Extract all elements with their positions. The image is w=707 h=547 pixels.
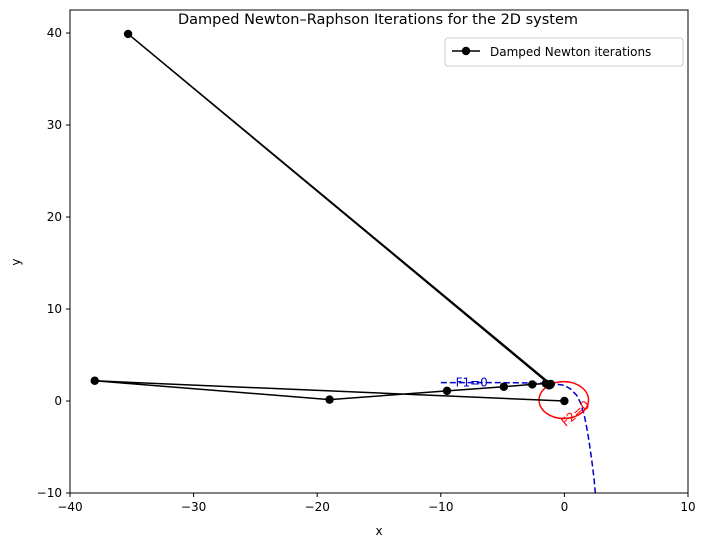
chart-title: Damped Newton–Raphson Iterations for the… [178,12,578,28]
y-axis: −10 0 10 20 30 40 [37,26,70,500]
y-axis-label: y [9,258,23,265]
iteration-point [123,29,133,39]
iteration-point [442,386,452,396]
y-tick-label: 10 [47,302,62,316]
legend-label: Damped Newton iterations [490,45,651,59]
x-tick-label: −10 [428,500,453,514]
x-tick-label: −30 [181,500,206,514]
legend-marker [461,46,471,56]
contour-f1-line [440,381,597,493]
x-tick-label: 0 [561,500,569,514]
y-tick-label: 20 [47,210,62,224]
legend-box [444,37,684,67]
y-tick-label: 30 [47,118,62,132]
iteration-point [325,395,334,404]
y-tick-label: 0 [54,394,62,408]
iteration-point [90,376,99,385]
legend: Damped Newton iterations [444,37,684,67]
iteration-point [528,380,537,389]
contour-label-f1: F1=0 [456,376,488,390]
series-line [94,33,565,402]
y-tick-label: −10 [37,486,62,500]
x-tick-label: −20 [305,500,330,514]
iteration-point [560,396,569,406]
iteration-point [499,382,509,391]
x-tick-label: 10 [680,500,695,514]
y-tick-label: 40 [47,26,62,40]
plot-frame [69,9,689,494]
x-axis-label: x [375,524,382,538]
x-axis: −40 −30 −20 −10 0 10 [57,493,696,514]
x-tick-label: −40 [57,500,82,514]
iteration-point [544,381,554,390]
